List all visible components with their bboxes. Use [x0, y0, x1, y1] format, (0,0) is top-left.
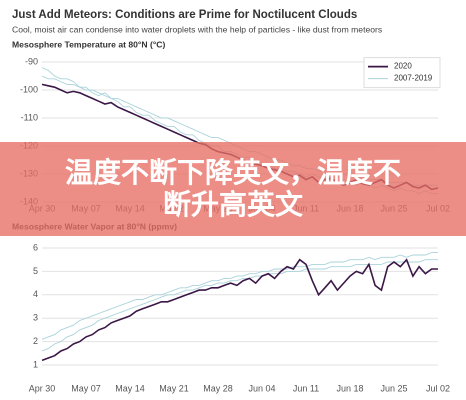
x-tick-label: Apr 30	[29, 383, 56, 393]
y-tick-label: 1	[33, 359, 38, 369]
y-tick-label: -90	[25, 56, 38, 66]
y-tick-label: 2	[33, 336, 38, 346]
x-tick-label: Jun 18	[336, 383, 363, 393]
y-tick-label: -100	[20, 84, 38, 94]
x-tick-label: May 28	[203, 383, 233, 393]
x-tick-label: Jun 25	[380, 383, 407, 393]
overlay-text: 温度不断下降英文，温度不断升高英文	[64, 156, 401, 221]
chart-title: Mesosphere Temperature at 80°N (°C)	[12, 39, 165, 49]
series-line	[41, 252, 438, 340]
legend-box	[363, 57, 441, 89]
y-tick-label: 4	[33, 289, 38, 299]
x-tick-label: May 21	[159, 383, 189, 393]
series-line	[41, 258, 438, 362]
subtitle: Cool, moist air can condense into water …	[12, 24, 382, 34]
y-tick-label: 6	[33, 242, 38, 252]
legend-label: 2020	[394, 62, 412, 71]
x-tick-label: Jun 11	[293, 383, 319, 393]
y-tick-label: -110	[21, 112, 38, 122]
x-tick-label: May 14	[115, 383, 145, 393]
x-tick-label: Jun 04	[248, 383, 275, 393]
overlay-banner	[0, 142, 466, 236]
series-line	[41, 259, 438, 352]
title: Just Add Meteors: Conditions are Prime f…	[12, 9, 357, 21]
legend-label: 2007-2019	[394, 74, 433, 83]
y-tick-label: 3	[33, 313, 38, 323]
y-tick-label: 5	[33, 266, 38, 276]
x-tick-label: Jul 02	[426, 383, 450, 393]
x-tick-label: May 07	[71, 383, 101, 393]
